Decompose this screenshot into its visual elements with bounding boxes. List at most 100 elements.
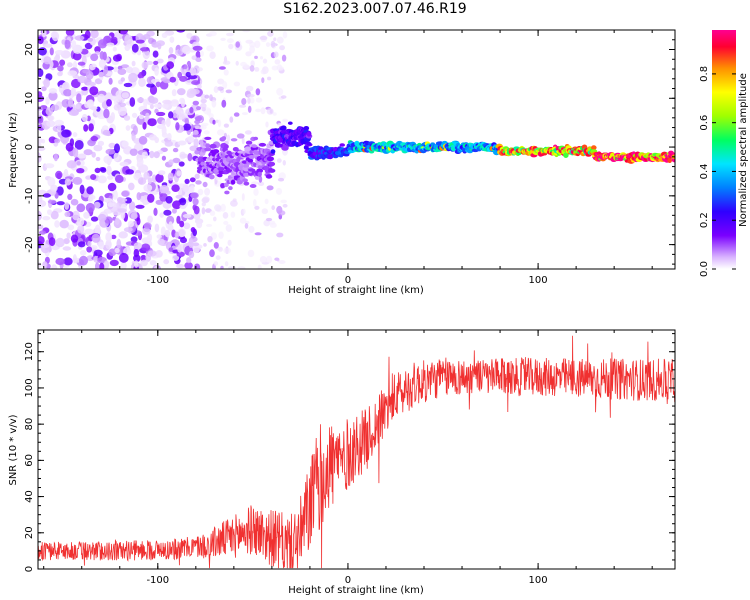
x-tick-label: -100: [146, 575, 169, 586]
noise-blob: [116, 238, 122, 249]
noise-blob: [155, 111, 166, 117]
signal-blob: [243, 181, 250, 186]
colorbar-tick-label: 0.0: [699, 261, 710, 277]
signal-blob: [268, 161, 276, 167]
noise-blob: [38, 138, 43, 144]
noise-blob: [249, 65, 255, 72]
noise-blob: [236, 133, 245, 139]
noise-blob: [114, 143, 120, 154]
noise-blob: [258, 181, 265, 186]
noise-blob: [38, 195, 43, 203]
noise-blob: [135, 39, 145, 44]
noise-blob: [279, 45, 285, 51]
noise-blob: [138, 114, 144, 120]
noise-blob: [97, 175, 107, 184]
y-tick-label: 60: [24, 454, 35, 467]
noise-blob: [120, 64, 130, 69]
noise-blob: [259, 35, 268, 41]
noise-blob: [137, 72, 145, 79]
noise-blob: [201, 207, 206, 215]
noise-blob: [192, 198, 199, 206]
noise-blob: [206, 223, 213, 227]
noise-blob: [189, 185, 195, 193]
signal-blob: [339, 143, 346, 147]
noise-blob: [68, 109, 79, 116]
signal-blob: [591, 145, 597, 150]
noise-blob: [112, 189, 118, 200]
spectrogram-xlabel: Height of straight line (km): [288, 285, 424, 296]
noise-blob: [63, 257, 73, 266]
noise-blob: [131, 60, 136, 67]
noise-blob: [177, 140, 187, 146]
noise-blob: [170, 100, 180, 107]
noise-blob: [97, 213, 107, 222]
noise-blob: [244, 130, 252, 135]
noise-blob: [66, 160, 77, 169]
noise-blob: [86, 255, 94, 262]
noise-blob: [87, 99, 95, 108]
noise-blob: [192, 204, 197, 211]
noise-blob: [271, 205, 276, 211]
noise-blob: [38, 146, 46, 151]
noise-blob: [43, 78, 50, 88]
noise-blob: [120, 261, 127, 269]
noise-blob: [177, 71, 183, 79]
noise-blob: [103, 108, 110, 119]
noise-blob: [91, 151, 96, 158]
noise-blob: [77, 75, 87, 84]
noise-blob: [141, 151, 149, 159]
noise-blob: [238, 104, 247, 108]
noise-blob: [162, 103, 169, 109]
noise-blob: [282, 203, 288, 208]
noise-blob: [85, 202, 95, 213]
noise-blob: [265, 121, 269, 128]
noise-blob: [156, 58, 164, 64]
noise-blob: [163, 79, 171, 84]
noise-blob: [155, 173, 164, 183]
noise-blob: [104, 216, 113, 224]
noise-blob: [103, 65, 108, 75]
noise-blob: [251, 181, 259, 185]
noise-blob: [263, 219, 271, 227]
noise-blob: [166, 61, 175, 69]
y-tick-label: 0: [24, 144, 35, 150]
noise-blob: [55, 237, 65, 248]
noise-blob: [265, 217, 273, 222]
noise-blob: [282, 160, 286, 166]
signal-blob: [280, 125, 287, 131]
noise-blob: [169, 36, 175, 43]
noise-blob: [213, 86, 219, 93]
noise-blob: [211, 99, 217, 108]
spectrogram-ylabel: Frequency (Hz): [8, 112, 19, 188]
colorbar-tick-label: 0.4: [699, 163, 710, 179]
noise-blob: [224, 261, 229, 267]
noise-blob: [161, 132, 168, 138]
noise-blob: [163, 209, 172, 216]
noise-blob: [105, 148, 116, 155]
noise-blob: [230, 200, 238, 207]
noise-blob: [207, 236, 213, 243]
noise-blob: [136, 157, 144, 167]
signal-blob: [249, 184, 257, 188]
noise-blob: [89, 86, 99, 96]
noise-blob: [154, 223, 160, 233]
noise-blob: [141, 61, 149, 69]
noise-blob: [265, 42, 271, 47]
noise-blob: [226, 38, 234, 44]
noise-blob: [97, 140, 105, 147]
noise-blob: [127, 220, 135, 228]
noise-blob: [277, 210, 286, 216]
noise-blob: [196, 84, 202, 89]
noise-blob: [253, 188, 259, 196]
noise-blob: [269, 109, 273, 114]
noise-blob: [217, 119, 222, 128]
noise-blob: [100, 167, 107, 173]
noise-blob: [244, 223, 249, 229]
noise-blob: [225, 89, 232, 94]
signal-blob: [247, 159, 254, 163]
noise-blob: [264, 198, 269, 205]
noise-blob: [254, 67, 260, 72]
noise-blob: [197, 67, 203, 72]
noise-blob: [98, 71, 105, 78]
noise-blob: [113, 152, 120, 162]
